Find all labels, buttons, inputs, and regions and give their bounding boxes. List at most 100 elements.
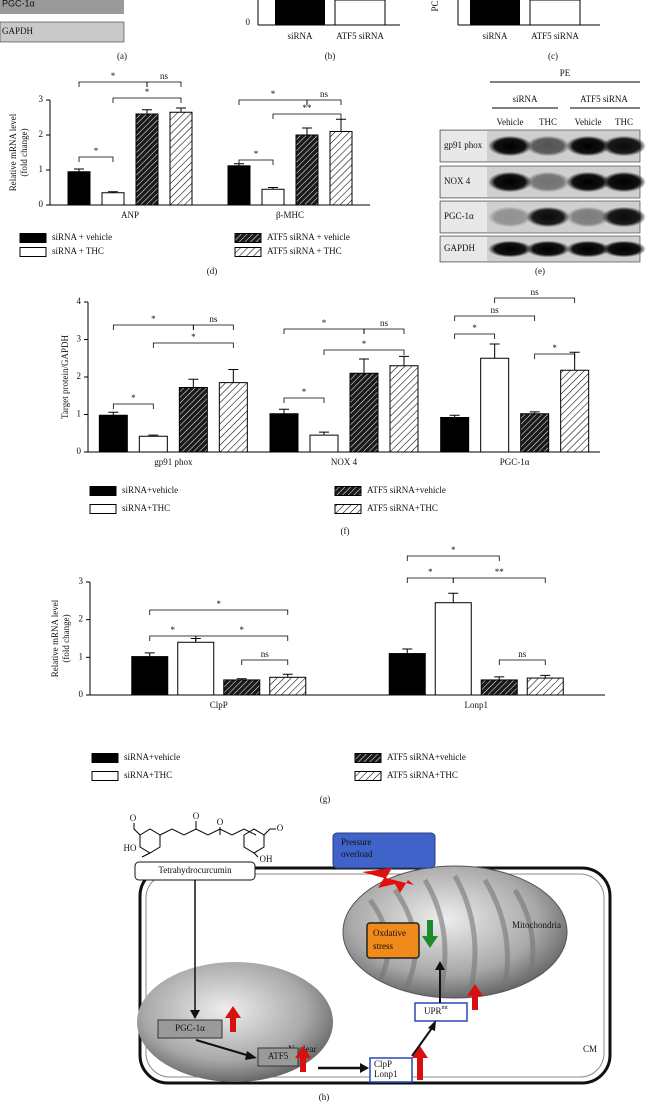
panel-label: (b) bbox=[325, 51, 336, 61]
legend-swatch bbox=[234, 233, 262, 243]
clpp-box bbox=[369, 1057, 413, 1083]
bar bbox=[101, 192, 125, 206]
legend-swatch bbox=[89, 486, 117, 496]
significance-bracket bbox=[454, 315, 536, 321]
band bbox=[566, 171, 610, 193]
error-bar bbox=[319, 431, 329, 436]
significance-label: * bbox=[472, 323, 477, 333]
upr-text: UPR bbox=[424, 1006, 442, 1016]
significance-label: * bbox=[552, 343, 557, 353]
x-tick-label: ATF5 siRNA bbox=[531, 31, 579, 41]
bar bbox=[261, 188, 285, 206]
legend-swatch bbox=[19, 233, 47, 243]
error-bar bbox=[236, 678, 247, 680]
bar bbox=[388, 653, 426, 696]
blot-label: NOX 4 bbox=[444, 176, 471, 186]
band bbox=[566, 240, 610, 258]
significance-label: ** bbox=[303, 103, 313, 113]
arrowhead bbox=[428, 1020, 436, 1031]
bar bbox=[218, 382, 248, 453]
significance-bracket bbox=[238, 99, 308, 105]
panel-label: (h) bbox=[319, 1092, 330, 1102]
upr-sup: mt bbox=[442, 1005, 449, 1011]
lane-label: THC bbox=[539, 117, 557, 127]
atom: O bbox=[277, 823, 284, 833]
error-bar bbox=[148, 434, 159, 437]
bar bbox=[135, 113, 159, 206]
legend-label: ATF5 siRNA + vehicle bbox=[267, 232, 350, 242]
group-label: siRNA bbox=[512, 94, 538, 104]
significance-label: ns bbox=[491, 305, 500, 315]
y-axis-label: (fold change) bbox=[19, 128, 29, 176]
y-tick-label: 3 bbox=[39, 94, 44, 104]
bar bbox=[269, 413, 299, 453]
atf5-label: ATF5 bbox=[268, 1051, 289, 1061]
y-axis-label: Relative mRNA level bbox=[8, 113, 18, 191]
y-tick-label: 2 bbox=[79, 614, 84, 624]
panel-b: 0 siRNA ATF5 siRNA (b) bbox=[246, 0, 400, 61]
bar bbox=[334, 0, 386, 26]
bar bbox=[178, 387, 208, 453]
arrowhead bbox=[435, 961, 445, 970]
band bbox=[526, 171, 570, 193]
bar bbox=[138, 435, 168, 453]
significance-bracket bbox=[452, 577, 546, 583]
y-tick-label: 2 bbox=[77, 371, 82, 381]
bar bbox=[295, 134, 319, 206]
band bbox=[602, 171, 646, 193]
arrowhead bbox=[190, 1010, 200, 1019]
band bbox=[526, 240, 570, 258]
band bbox=[566, 135, 610, 157]
bar bbox=[349, 372, 379, 453]
bar bbox=[480, 679, 518, 696]
error-bar bbox=[144, 652, 155, 657]
bar bbox=[434, 602, 472, 696]
band bbox=[602, 135, 646, 157]
y-tick-label: 0 bbox=[39, 199, 44, 209]
x-tick-label: siRNA bbox=[287, 31, 313, 41]
error-bar bbox=[336, 118, 346, 132]
legend-label: siRNA+vehicle bbox=[124, 752, 180, 762]
significance-label: ns bbox=[261, 649, 270, 659]
molecule bbox=[133, 821, 276, 858]
panel-label: (c) bbox=[548, 51, 558, 61]
band bbox=[488, 135, 532, 157]
panel-h: O HO O O O OH Tetrahydrocurcumin Pressur… bbox=[124, 811, 612, 1102]
blot-label: GAPDH bbox=[444, 243, 476, 253]
legend-swatch bbox=[19, 247, 47, 257]
significance-bracket bbox=[406, 555, 500, 561]
error-bar bbox=[399, 355, 409, 366]
legend-label: siRNA+THC bbox=[122, 503, 170, 513]
blot-row bbox=[0, 21, 125, 43]
bar bbox=[177, 641, 215, 696]
error-bar bbox=[282, 673, 293, 678]
significance-bracket bbox=[454, 333, 496, 339]
bar bbox=[329, 131, 353, 206]
significance-bracket bbox=[363, 328, 405, 334]
arrowhead bbox=[360, 1063, 369, 1073]
arrowhead bbox=[245, 1051, 257, 1060]
significance-bracket bbox=[195, 635, 289, 641]
error-bar bbox=[268, 187, 278, 190]
error-bar bbox=[529, 411, 540, 414]
up-arrow bbox=[412, 1046, 428, 1080]
atom: O bbox=[130, 813, 137, 823]
significance-label: ns bbox=[160, 71, 169, 81]
significance-label: ns bbox=[531, 287, 540, 297]
pgc-label: PGC-1α bbox=[175, 1023, 205, 1033]
significance-label: * bbox=[151, 314, 156, 324]
error-bar bbox=[176, 107, 186, 113]
bar bbox=[169, 111, 193, 206]
atom: O bbox=[193, 811, 200, 821]
legend-label: ATF5 siRNA+THC bbox=[367, 503, 438, 513]
legend-label: siRNA + THC bbox=[52, 246, 104, 256]
legend-label: siRNA + vehicle bbox=[52, 232, 112, 242]
bar bbox=[269, 676, 307, 696]
clpp-label: Lonp1 bbox=[374, 1069, 398, 1079]
significance-bracket bbox=[152, 342, 234, 348]
blot-row bbox=[0, 0, 124, 14]
bar bbox=[98, 414, 128, 453]
up-arrow bbox=[295, 1046, 311, 1072]
y-axis-label: Target protein/GAPDH bbox=[60, 335, 70, 419]
bar bbox=[560, 369, 590, 453]
